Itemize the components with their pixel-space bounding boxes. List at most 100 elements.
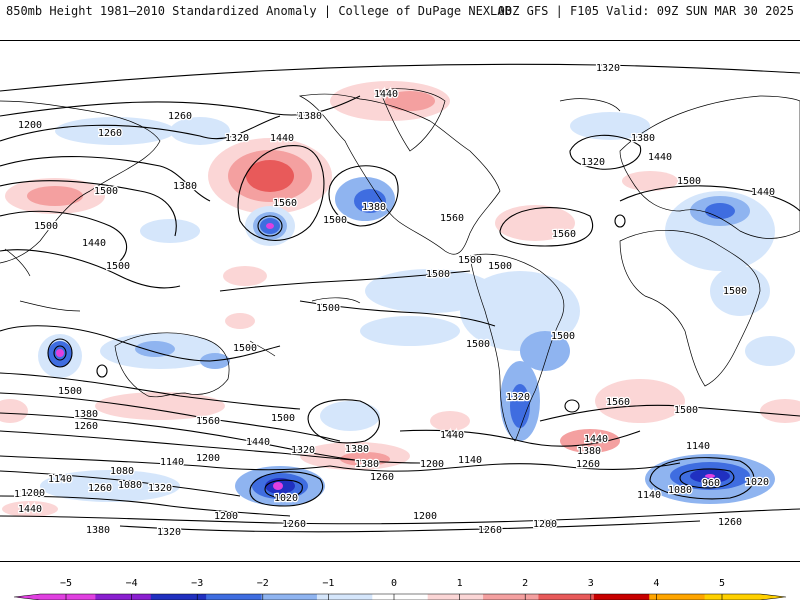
colorbar-tick-label: −4 <box>126 578 138 589</box>
colorbar-swatch <box>150 594 207 600</box>
contour-label: 1320 <box>148 483 172 494</box>
contour-label: 1500 <box>723 286 747 297</box>
contour-label: 1200 <box>18 120 42 131</box>
contour-label: 1080 <box>668 485 692 496</box>
contour-label: 1380 <box>298 111 322 122</box>
contour-label: 1320 <box>581 157 605 168</box>
eurasia-coast <box>619 95 800 239</box>
colorbar-tick-label: −1 <box>322 578 334 589</box>
greenland-coast <box>379 88 446 152</box>
contour-label: 1560 <box>440 213 464 224</box>
australia-coast <box>114 332 230 398</box>
colorbar-tick-label: 3 <box>588 578 594 589</box>
contour-label: 1140 <box>458 455 482 466</box>
contour-label: 1500 <box>106 261 130 272</box>
contour-label: 1380 <box>577 446 601 457</box>
contour-label: 1380 <box>355 459 379 470</box>
contour-labels: 1320 1440 1380 1200 1260 1260 1320 1440 1380 1560… <box>13 62 777 540</box>
contour-label: 1260 <box>88 483 112 494</box>
contour-label: 1140 <box>160 457 184 468</box>
contour-label: 1140 <box>686 441 710 452</box>
contour-label: 1320 <box>506 392 530 403</box>
contour-label: 1500 <box>674 405 698 416</box>
colorbar-swatch <box>206 594 263 600</box>
colorbar-tick-label: −3 <box>191 578 203 589</box>
contour-label: 1500 <box>466 339 490 350</box>
contour-label: 960 <box>702 478 720 489</box>
contour-label: 1440 <box>751 187 775 198</box>
contour-label: 1440 <box>648 152 672 163</box>
contour-label: 1560 <box>606 397 630 408</box>
contour-label: 1440 <box>440 430 464 441</box>
colorbar-tick-label: 0 <box>391 578 397 589</box>
colorbar-tick-labels: −5 −4 −3 −2 −1 0 1 2 3 4 5 <box>60 578 725 589</box>
contour-label: 1140 <box>637 490 661 501</box>
colorbar-tick-label: 2 <box>522 578 528 589</box>
contour-label: 1320 <box>225 133 249 144</box>
colorbar-outline <box>13 593 787 600</box>
contour-label: 1380 <box>345 444 369 455</box>
contour-label: 1500 <box>426 269 450 280</box>
colorbar-swatch <box>427 594 484 600</box>
colorbar-swatch <box>95 594 152 600</box>
contour-label: 1500 <box>233 343 257 354</box>
contour-label: 1260 <box>74 421 98 432</box>
colorbar-swatch <box>316 594 373 600</box>
contour-label: 1500 <box>458 255 482 266</box>
contour-label: 1320 <box>291 445 315 456</box>
contour-label: 1440 <box>270 133 294 144</box>
contour-label: 1380 <box>173 181 197 192</box>
contour-label: 1440 <box>246 437 270 448</box>
contour-label: 1500 <box>551 331 575 342</box>
colorbar-tick-label: 1 <box>457 578 463 589</box>
colorbar-tick-label: 5 <box>719 578 725 589</box>
colorbar-swatch <box>538 594 595 600</box>
colorbar-swatch <box>649 594 706 600</box>
contour-label: 1080 <box>118 480 142 491</box>
height-contours <box>0 63 800 533</box>
contour-label: 1500 <box>488 261 512 272</box>
contour-label: 1200 <box>214 511 238 522</box>
contour-label: 1260 <box>478 525 502 536</box>
contour-label: 1200 <box>196 453 220 464</box>
contour-label: 1020 <box>745 477 769 488</box>
africa-coast <box>619 229 761 387</box>
colorbar-swatch <box>372 594 429 600</box>
contour-label: 1440 <box>374 89 398 100</box>
contour-label: 1080 <box>110 466 134 477</box>
contour-label: 1380 <box>296 111 320 122</box>
contour-label: 1560 <box>552 229 576 240</box>
contour-label: 1320 <box>157 527 181 538</box>
contour-label: 1380 <box>362 202 386 213</box>
colorbar-swatch <box>593 594 650 600</box>
colorbar: −5 −4 −3 −2 −1 0 1 2 3 4 5 <box>13 578 787 600</box>
contour-label: 1260 <box>370 472 394 483</box>
contour-label: 1500 <box>677 176 701 187</box>
contour-label: 1500 <box>271 413 295 424</box>
contour-label: 1440 <box>18 504 42 515</box>
contour-label: 1260 <box>282 519 306 530</box>
contour-label: 1140 <box>48 474 72 485</box>
contour-label: 1260 <box>98 128 122 139</box>
contour-label: 1380 <box>86 525 110 536</box>
contour-label: 1500 <box>323 215 347 226</box>
contour-label: 1020 <box>274 493 298 504</box>
map-title: 850mb Height 1981–2010 Standardized Anom… <box>6 4 512 18</box>
contour-label: 1320 <box>596 63 620 74</box>
colorbar-tick-label: −2 <box>257 578 269 589</box>
contour-label: 1560 <box>196 416 220 427</box>
contour-label: 1440 <box>82 238 106 249</box>
colorbar-swatch <box>704 594 761 600</box>
colorbar-tick-label: −5 <box>60 578 72 589</box>
colorbar-swatches <box>13 593 787 600</box>
contour-label: 1380 <box>74 409 98 420</box>
contour-label: 1200 <box>14 489 38 500</box>
contour-label: 1500 <box>316 303 340 314</box>
contour-label: 1260 <box>576 459 600 470</box>
contour-label: 1500 <box>94 186 118 197</box>
colorbar-swatch <box>483 594 539 600</box>
anomaly-map: 1320 1440 1380 1200 1260 1260 1320 1440 1380 1560… <box>0 40 800 562</box>
colorbar-min-arrow <box>14 594 40 600</box>
model-valid-time: 00Z GFS | F105 Valid: 09Z SUN MAR 30 202… <box>497 4 794 18</box>
colorbar-swatch <box>40 594 96 600</box>
